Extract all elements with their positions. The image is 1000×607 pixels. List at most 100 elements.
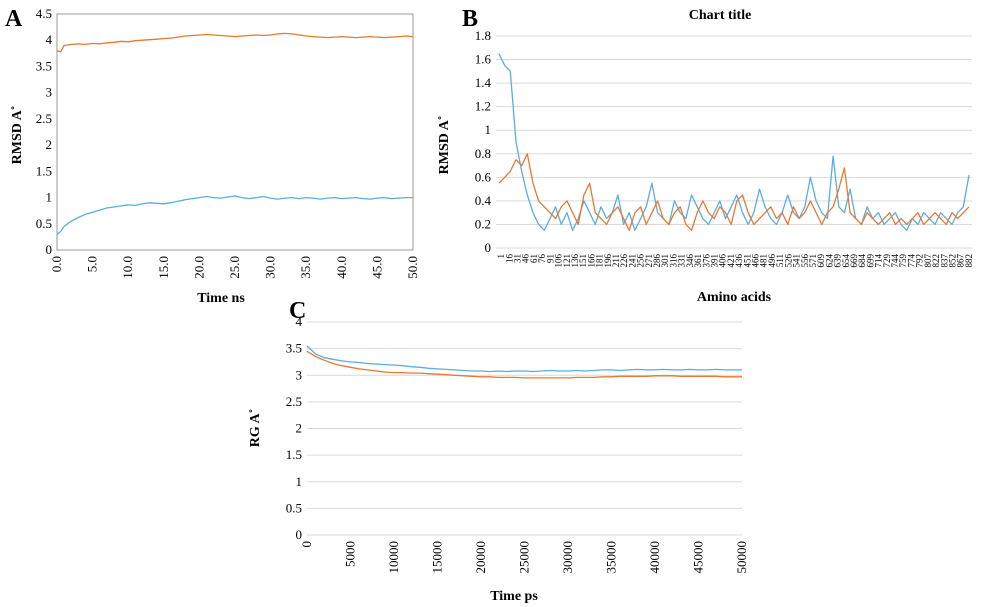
y-tick-label: 2 xyxy=(46,137,53,152)
x-tick-label: 699 xyxy=(865,254,875,268)
y-axis-label-b: RMSD A˚ xyxy=(437,116,452,175)
y-tick-label: 0.8 xyxy=(475,146,491,161)
x-tick-label: 496 xyxy=(767,254,777,268)
x-tick-label: 406 xyxy=(718,254,728,268)
x-tick-label: 376 xyxy=(701,254,711,268)
x-tick-label: 852 xyxy=(947,254,957,268)
x-tick-label: 5000 xyxy=(343,541,358,567)
x-tick-label: 106 xyxy=(554,254,564,268)
x-tick-label: 609 xyxy=(816,254,826,268)
y-tick-label: 1.6 xyxy=(475,52,492,67)
x-tick-label: 241 xyxy=(627,254,637,268)
y-tick-label: 3.5 xyxy=(36,58,52,73)
y-tick-label: 3 xyxy=(46,85,53,100)
x-tick-label: 76 xyxy=(537,254,547,264)
y-tick-label: 0.5 xyxy=(36,216,52,231)
x-tick-label: 30.0 xyxy=(263,256,278,279)
x-tick-label: 91 xyxy=(545,254,555,263)
x-tick-label: 331 xyxy=(677,254,687,268)
x-axis-label-a: Time ns xyxy=(197,291,245,306)
x-tick-label: 121 xyxy=(562,254,572,268)
x-tick-label: 15000 xyxy=(430,541,445,574)
x-tick-label: 151 xyxy=(578,254,588,268)
x-tick-label: 744 xyxy=(890,254,900,268)
x-tick-label: 1 xyxy=(496,254,506,259)
x-tick-label: 25000 xyxy=(517,541,532,574)
x-tick-label: 30000 xyxy=(560,541,575,574)
x-tick-label: 571 xyxy=(808,254,818,268)
x-tick-label: 714 xyxy=(874,254,884,268)
x-tick-label: 286 xyxy=(652,254,662,268)
x-tick-label: 40.0 xyxy=(334,256,349,279)
y-tick-label: 4 xyxy=(46,32,53,47)
x-tick-label: 882 xyxy=(964,254,974,268)
y-tick-label: 3 xyxy=(296,367,303,382)
x-tick-label: 654 xyxy=(841,254,851,268)
x-tick-label: 669 xyxy=(849,254,859,268)
series-line-b-0 xyxy=(498,53,970,231)
series-line-c-0 xyxy=(306,345,742,373)
y-axis-label-a: RMSD A˚ xyxy=(10,106,25,165)
x-tick-label: 166 xyxy=(586,254,596,268)
x-tick-label: 556 xyxy=(800,254,810,268)
x-tick-label: 684 xyxy=(857,254,867,268)
x-tick-label: 0 xyxy=(299,541,314,548)
x-tick-label: 50.0 xyxy=(405,256,420,279)
series-line-a-1 xyxy=(56,32,414,53)
x-tick-label: 346 xyxy=(685,254,695,268)
y-tick-label: 1 xyxy=(485,122,492,137)
chart-title-b: Chart title xyxy=(689,8,752,23)
y-tick-label: 0.5 xyxy=(286,500,302,515)
x-tick-label: 46 xyxy=(521,254,531,264)
x-axis-label-c: Time ps xyxy=(490,589,538,604)
x-tick-label: 0.0 xyxy=(49,256,64,272)
x-tick-label: 391 xyxy=(709,254,719,268)
panel-letter-b: B xyxy=(462,6,478,32)
y-tick-label: 2.5 xyxy=(36,111,52,126)
x-tick-label: 639 xyxy=(833,254,843,268)
x-tick-label: 35000 xyxy=(604,541,619,574)
x-tick-label: 729 xyxy=(882,254,892,268)
x-tick-label: 837 xyxy=(939,254,949,268)
x-tick-label: 436 xyxy=(734,254,744,268)
x-tick-label: 5.0 xyxy=(85,256,100,272)
x-tick-label: 822 xyxy=(931,254,941,268)
x-tick-label: 271 xyxy=(644,254,654,268)
x-tick-label: 211 xyxy=(611,254,621,267)
y-tick-label: 0 xyxy=(485,240,492,255)
y-axis-label-c: RG A˚ xyxy=(248,409,263,448)
series-line-a-0 xyxy=(56,195,413,235)
plot-frame-a xyxy=(56,13,414,251)
x-tick-label: 466 xyxy=(751,254,761,268)
x-tick-label: 31 xyxy=(513,254,523,263)
y-tick-label: 1.5 xyxy=(36,163,52,178)
chart-panel-a: A 0 0.5 1 1.5 2 2.5 3 3.5 4 4.5 0.0 5.0 10.0 15.0 20.… xyxy=(5,6,420,306)
x-tick-label: 759 xyxy=(898,254,908,268)
x-tick-label: 541 xyxy=(792,254,802,268)
y-tick-label: 0.4 xyxy=(475,193,492,208)
x-tick-label: 316 xyxy=(668,254,678,268)
x-tick-label: 16 xyxy=(504,254,514,264)
x-tick-label: 867 xyxy=(956,254,966,268)
x-tick-label: 40000 xyxy=(647,541,662,574)
y-tick-label: 1.5 xyxy=(286,447,302,462)
series-line-c-1 xyxy=(306,350,742,379)
x-tick-label: 136 xyxy=(570,254,580,268)
y-tick-label: 0.2 xyxy=(475,216,491,231)
y-tick-label: 2 xyxy=(296,421,303,436)
x-tick-label: 226 xyxy=(619,254,629,268)
x-tick-label: 45.0 xyxy=(369,256,384,279)
x-tick-label: 10000 xyxy=(386,541,401,574)
y-tick-label: 1.2 xyxy=(475,99,491,114)
x-tick-label: 301 xyxy=(660,254,670,268)
x-tick-label: 792 xyxy=(915,254,925,268)
y-tick-label: 0 xyxy=(46,242,53,257)
chart-panel-c: C 0 0.5 1 1.5 2 2.5 3 3.5 4 0 5000 10000 15000 20000… xyxy=(248,298,749,604)
y-tick-label: 4 xyxy=(296,314,303,329)
y-tick-label: 0.6 xyxy=(475,169,492,184)
x-tick-label: 624 xyxy=(824,254,834,268)
x-tick-label: 196 xyxy=(603,254,613,268)
x-tick-label: 361 xyxy=(693,254,703,268)
y-tick-label: 2.5 xyxy=(286,394,302,409)
x-tick-label: 526 xyxy=(783,254,793,268)
